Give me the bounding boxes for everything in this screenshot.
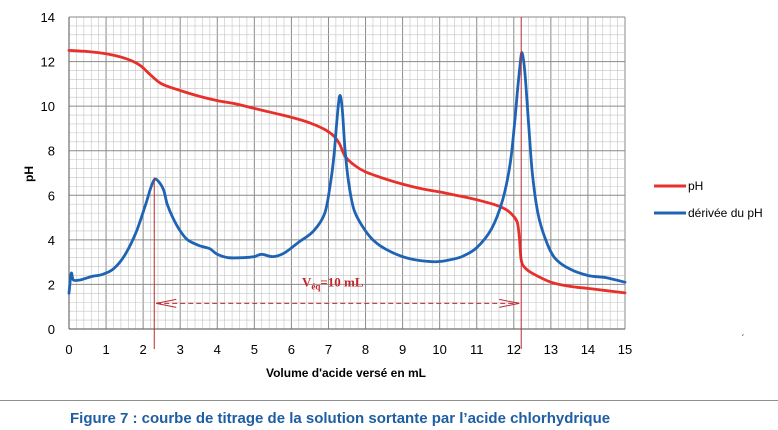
- y-tick-label: 4: [48, 233, 55, 248]
- veq-arrow-head-right: [499, 298, 520, 308]
- y-tick-label: 0: [48, 322, 55, 337]
- x-tick-label: 13: [544, 342, 558, 357]
- y-tick-label: 10: [41, 99, 55, 114]
- x-tick-label: 6: [288, 342, 295, 357]
- y-tick-label: 14: [41, 10, 55, 25]
- legend-label-ph: pH: [688, 179, 703, 193]
- legend-label-derivative: dérivée du pH: [688, 206, 763, 220]
- figure-caption: Figure 7 : courbe de titrage de la solut…: [70, 410, 611, 427]
- y-tick-label: 12: [41, 55, 55, 70]
- y-tick-label: 6: [48, 188, 55, 203]
- x-tick-label: 2: [140, 342, 147, 357]
- x-tick-label: 12: [507, 342, 521, 357]
- x-axis-title: Volume d'acide versé en mL: [266, 366, 426, 380]
- x-tick-label: 5: [251, 342, 258, 357]
- x-tick-label: 9: [399, 342, 406, 357]
- y-tick-label: 8: [48, 144, 55, 159]
- y-tick-label: 2: [48, 277, 55, 292]
- x-tick-label: 8: [362, 342, 369, 357]
- veq-label: Véq=10 mL: [302, 274, 364, 291]
- x-tick-label: 11: [470, 342, 484, 357]
- ph-curve: [67, 49, 627, 295]
- x-tick-label: 7: [325, 342, 332, 357]
- x-axis-ticks: 0 1 2 3 4 5 6 7 8 9 10 11 12 13 14 15: [65, 342, 632, 357]
- x-tick-label: 15: [618, 342, 632, 357]
- veq-arrow-head-left: [156, 298, 177, 308]
- x-tick-label: 10: [432, 342, 446, 357]
- x-tick-label: 0: [65, 342, 72, 357]
- x-tick-label: 14: [581, 342, 595, 357]
- y-axis-ticks: 0 2 4 6 8 10 12 14: [41, 10, 55, 337]
- x-tick-label: 1: [102, 342, 109, 357]
- chart-annotations: Véq=10 mL: [153, 17, 522, 349]
- x-tick-label: 3: [177, 342, 184, 357]
- stray-tick-mark: ˏ: [741, 326, 744, 337]
- x-tick-label: 4: [214, 342, 221, 357]
- caption-divider: [0, 400, 778, 401]
- y-axis-title: pH: [22, 166, 36, 182]
- chart-legend: pH dérivée du pH: [654, 179, 763, 220]
